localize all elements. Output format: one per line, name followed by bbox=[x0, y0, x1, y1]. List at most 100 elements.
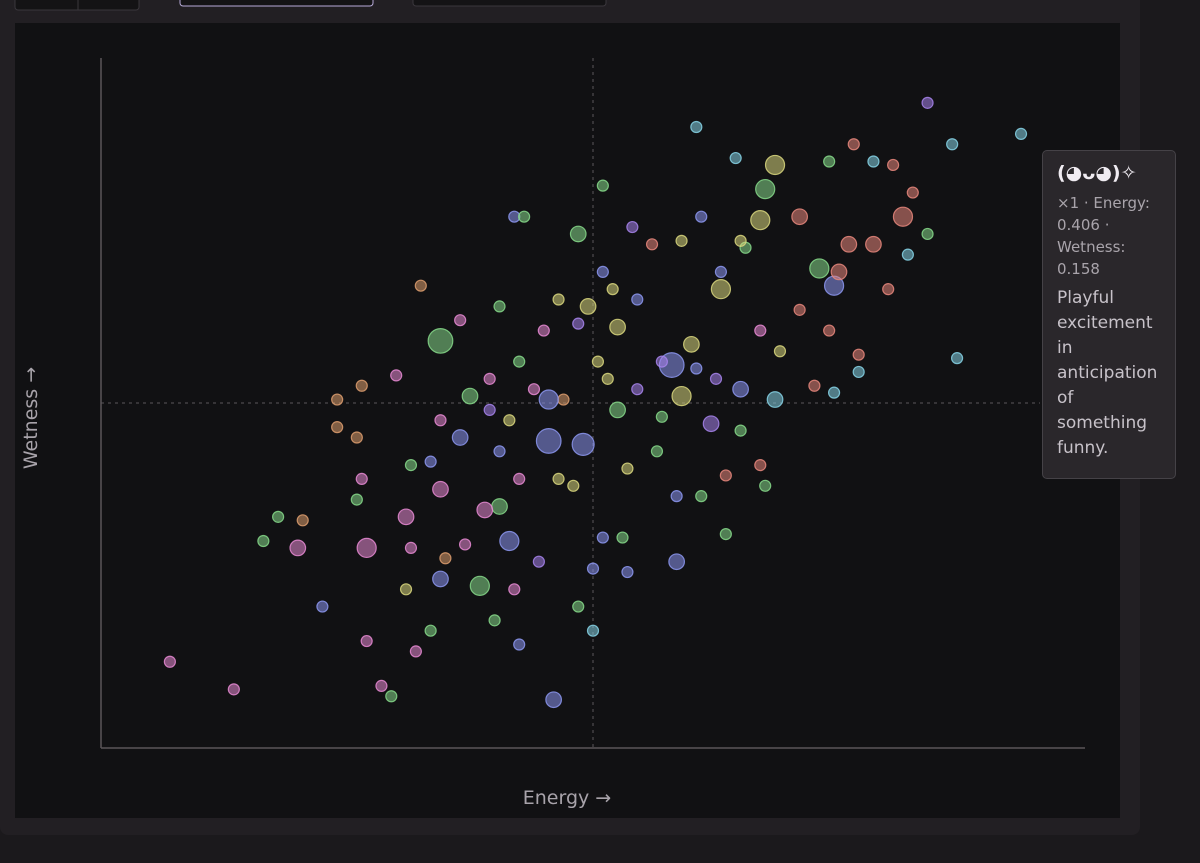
bubble bbox=[390, 369, 403, 382]
bubble bbox=[946, 138, 959, 151]
bubble bbox=[513, 638, 526, 651]
bubble bbox=[867, 155, 880, 168]
bubble bbox=[626, 220, 639, 234]
bubble bbox=[791, 208, 809, 226]
bubble bbox=[695, 490, 708, 503]
bubble bbox=[759, 479, 772, 492]
bubble bbox=[852, 348, 865, 361]
bubble bbox=[567, 479, 580, 492]
bubble bbox=[518, 210, 531, 223]
bubble bbox=[645, 238, 659, 251]
bubble bbox=[754, 459, 767, 472]
bubble bbox=[596, 179, 609, 192]
bubble bbox=[823, 324, 836, 337]
bubble bbox=[906, 186, 919, 199]
bubble bbox=[503, 414, 516, 427]
bubble bbox=[569, 225, 587, 243]
toggle[interactable] bbox=[14, 0, 140, 11]
bubble bbox=[754, 324, 767, 337]
bubble bbox=[655, 355, 668, 368]
bubble bbox=[793, 303, 806, 316]
bubble bbox=[596, 265, 609, 278]
bubble bbox=[513, 355, 526, 368]
bubble bbox=[469, 575, 490, 596]
bubble bbox=[830, 263, 848, 281]
bubble bbox=[508, 583, 521, 596]
bubble bbox=[750, 210, 771, 231]
bubble bbox=[609, 401, 626, 419]
bubble bbox=[808, 379, 821, 392]
bubble bbox=[458, 538, 472, 551]
bubble bbox=[499, 530, 520, 552]
bubble bbox=[227, 683, 240, 696]
bubble bbox=[1014, 127, 1028, 140]
bubble bbox=[732, 380, 749, 398]
bubble bbox=[631, 293, 644, 306]
bubble bbox=[414, 279, 427, 292]
bubble bbox=[331, 421, 344, 434]
bubble bbox=[671, 385, 692, 407]
bubble bbox=[702, 415, 720, 433]
bubble bbox=[586, 562, 600, 575]
bubble bbox=[596, 531, 609, 544]
bubble bbox=[921, 96, 934, 109]
bubble bbox=[535, 428, 562, 454]
bubble bbox=[773, 345, 787, 358]
bubble bbox=[375, 679, 388, 693]
select-box[interactable] bbox=[412, 0, 607, 7]
bubble bbox=[719, 469, 732, 482]
bubble bbox=[163, 655, 176, 668]
bubble bbox=[901, 248, 914, 261]
bubble bbox=[734, 424, 747, 437]
bubble bbox=[537, 324, 550, 337]
bubble bbox=[571, 432, 595, 456]
bubble bbox=[451, 429, 469, 446]
bubble bbox=[840, 235, 858, 253]
bubble bbox=[921, 227, 934, 241]
tooltip-title: (◕ᴗ◕)✧ bbox=[1057, 162, 1137, 184]
bubble bbox=[552, 293, 565, 306]
bubble bbox=[439, 552, 452, 565]
bubble bbox=[488, 614, 501, 627]
bubble bbox=[586, 624, 600, 637]
bubble bbox=[397, 508, 415, 526]
bubble bbox=[606, 283, 619, 296]
bubble bbox=[892, 206, 914, 227]
bubble bbox=[493, 300, 506, 313]
bubble bbox=[432, 570, 449, 588]
bubble bbox=[710, 279, 732, 300]
input-box[interactable] bbox=[179, 0, 374, 7]
bubble bbox=[432, 480, 449, 498]
tooltip-description: Playful excitement in anticipation of so… bbox=[1057, 288, 1158, 458]
bubble bbox=[434, 414, 447, 427]
bubble bbox=[621, 565, 634, 579]
bubble bbox=[675, 234, 688, 247]
bubble bbox=[572, 600, 585, 613]
bubble bbox=[331, 393, 344, 406]
bubble bbox=[545, 691, 563, 709]
bubble bbox=[572, 317, 585, 330]
bubble bbox=[766, 391, 784, 408]
bubble bbox=[355, 472, 368, 485]
bubble bbox=[272, 510, 285, 523]
bubble bbox=[360, 634, 373, 648]
bubble bbox=[609, 318, 626, 336]
bubble bbox=[690, 120, 703, 134]
bubble bbox=[852, 365, 865, 379]
bubble bbox=[650, 445, 664, 458]
bubble bbox=[601, 372, 614, 385]
bubble bbox=[257, 534, 270, 548]
bubble bbox=[350, 431, 363, 444]
bubble bbox=[355, 379, 368, 392]
bubble bbox=[709, 372, 723, 385]
bubble bbox=[729, 151, 742, 165]
bubble bbox=[823, 155, 836, 168]
x-axis-label: Energy → bbox=[523, 787, 611, 809]
bubble bbox=[764, 154, 786, 176]
bubble bbox=[579, 298, 597, 315]
bubble bbox=[621, 462, 634, 475]
plot-background bbox=[15, 23, 1120, 818]
bubble bbox=[296, 514, 309, 527]
bubble bbox=[424, 624, 437, 637]
